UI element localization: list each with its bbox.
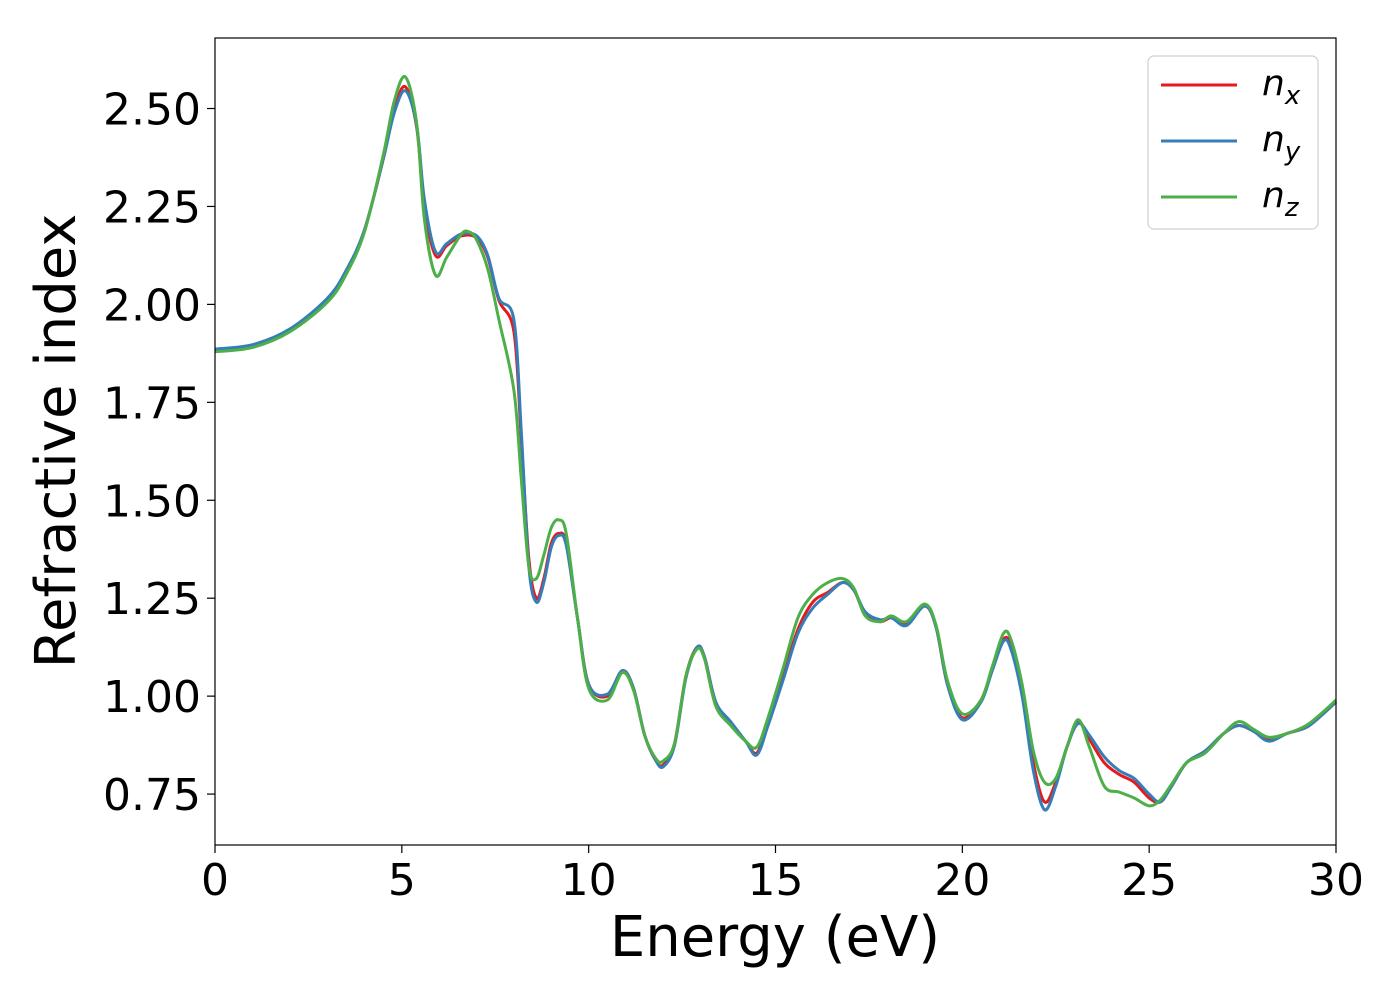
x-tick-label: 5 [388,855,416,906]
x-tick-label: 10 [561,855,617,906]
legend-label-y: ny [1262,119,1301,167]
y-tick-label: 1.00 [103,672,201,723]
legend-label-z: nz [1262,175,1300,223]
y-tick-label: 1.25 [103,574,201,625]
legend-label-subscript: x [1284,81,1301,111]
x-axis-ticks: 0 5 10 15 20 25 30 [201,845,1364,906]
y-tick-label: 2.25 [103,182,201,233]
x-tick-label: 20 [934,855,990,906]
x-tick-label: 0 [201,855,229,906]
x-tick-label: 15 [748,855,804,906]
legend-label-base: n [1262,119,1285,160]
series-layer [214,75,1338,812]
legend-label-base: n [1262,175,1285,216]
legend-label-subscript: y [1284,137,1301,167]
y-tick-label: 0.75 [103,770,201,821]
y-tick-label: 1.75 [103,378,201,429]
legend-label-subscript: z [1284,193,1300,223]
x-tick-label: 25 [1121,855,1177,906]
legend-label-x: nx [1262,63,1301,111]
legend-label-base: n [1262,63,1285,104]
y-axis-ticks: 0.75 1.00 1.25 1.50 1.75 2.00 2.25 2.50 [103,85,215,821]
series-line-z [214,75,1338,808]
x-axis-label: Energy (eV) [610,905,940,970]
y-axis-label: Refractive index [24,214,89,669]
x-tick-label: 30 [1308,855,1364,906]
y-tick-label: 2.00 [103,280,201,331]
y-tick-label: 1.50 [103,476,201,527]
y-tick-label: 2.50 [103,85,201,136]
